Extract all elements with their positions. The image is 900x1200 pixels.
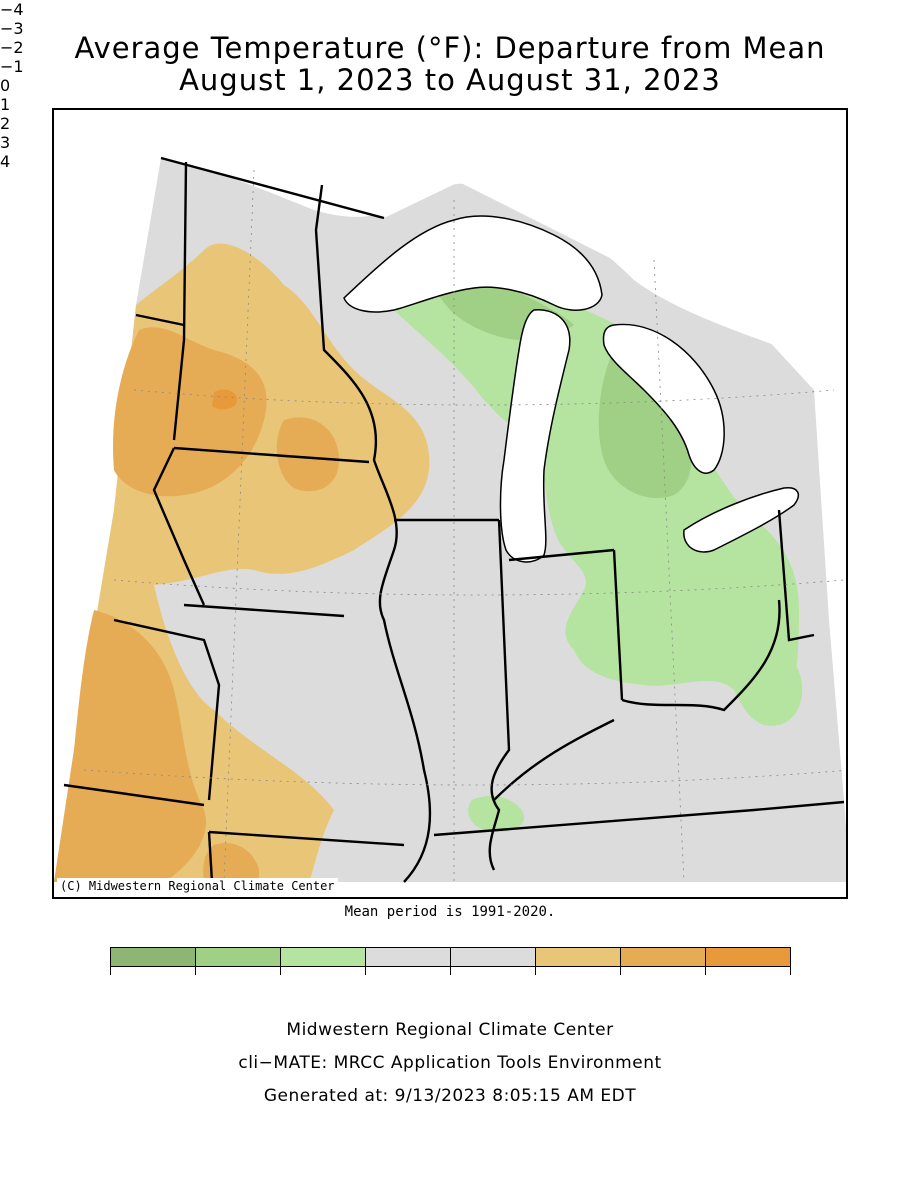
legend-bin <box>535 947 621 967</box>
mean-period-note: Mean period is 1991-2020. <box>344 904 556 920</box>
legend-tick <box>365 967 366 975</box>
legend-tick-label: −4 <box>0 0 24 19</box>
footer-tool: cli−MATE: MRCC Application Tools Environ… <box>238 1053 662 1073</box>
legend-bin <box>450 947 536 967</box>
legend-tick <box>280 967 281 975</box>
legend-tick <box>450 967 451 975</box>
map-canvas <box>54 110 846 883</box>
legend-tick <box>705 967 706 975</box>
map-title-line1: Average Temperature (°F): Departure from… <box>74 31 826 65</box>
legend-tick-label: 2 <box>0 114 11 133</box>
legend-tick <box>195 967 196 975</box>
region-cool-2-3-lower-mi <box>598 350 692 499</box>
legend-bin <box>620 947 706 967</box>
region-cool-1-2-south <box>468 795 525 832</box>
lake-erie <box>683 486 800 553</box>
footer-organization: Midwestern Regional Climate Center <box>286 1020 614 1040</box>
map-title-line2: August 1, 2023 to August 31, 2023 <box>179 63 721 97</box>
legend-tick <box>620 967 621 975</box>
map-frame: (C) Midwestern Regional Climate Center <box>52 108 848 899</box>
legend-tick-label: −3 <box>0 19 24 38</box>
legend-bin <box>195 947 281 967</box>
region-cool-1-2-ohio <box>746 646 803 726</box>
region-warm-2-3-sw <box>203 842 259 882</box>
legend-bin <box>365 947 451 967</box>
region-warm-3-4 <box>212 389 238 410</box>
canada-land <box>161 110 829 380</box>
state-boundaries <box>63 156 845 883</box>
legend-tick-label: −1 <box>0 57 24 76</box>
legend-tick <box>110 967 111 975</box>
color-legend <box>110 947 791 975</box>
legend-tick <box>790 967 791 975</box>
lake-michigan <box>499 309 571 563</box>
graticule <box>83 169 846 883</box>
region-warm-2-3-south <box>54 610 206 882</box>
legend-tick-label: 4 <box>0 152 11 171</box>
legend-bin <box>110 947 196 967</box>
lake-superior <box>343 215 603 313</box>
legend-tick-label: 3 <box>0 133 11 152</box>
lake-huron <box>602 323 725 474</box>
legend-tick-label: 0 <box>0 76 11 95</box>
copyright-label: (C) Midwestern Regional Climate Center <box>57 878 338 894</box>
legend-bin <box>280 947 366 967</box>
legend-tick-label: 1 <box>0 95 11 114</box>
footer-generated: Generated at: 9/13/2023 8:05:15 AM EDT <box>263 1086 637 1106</box>
legend-bin <box>705 947 791 967</box>
region-warm-2-3-north <box>113 327 267 497</box>
legend-tick <box>535 967 536 975</box>
region-warm-2-3-east <box>276 417 339 492</box>
legend-tick-label: −2 <box>0 38 24 57</box>
